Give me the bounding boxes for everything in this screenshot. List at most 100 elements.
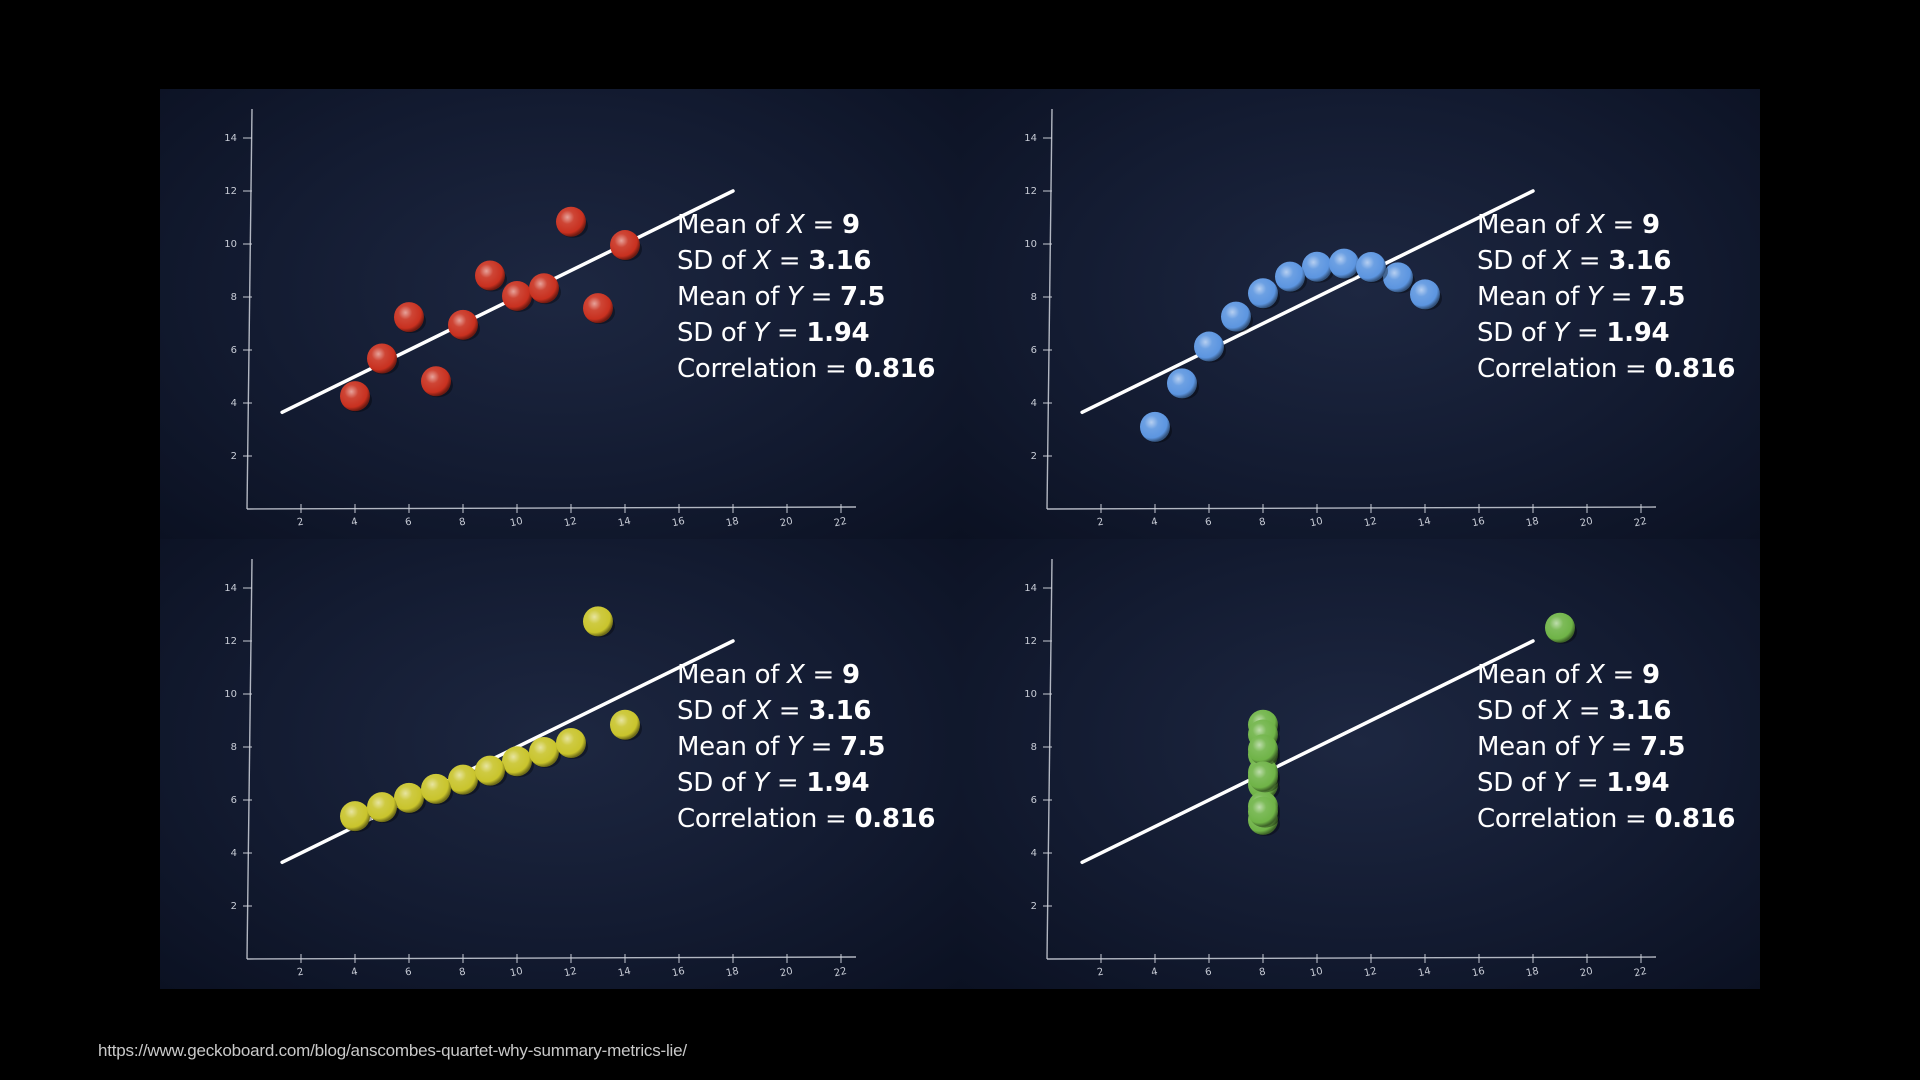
stat-value: 1.94 — [806, 318, 870, 348]
data-point — [367, 792, 397, 823]
x-tick-label: 4 — [1150, 517, 1159, 529]
data-point — [610, 709, 640, 740]
y-tick-label: 12 — [1024, 186, 1037, 197]
x-tick-label: 4 — [350, 517, 359, 529]
x-tick-label: 14 — [1417, 516, 1432, 529]
data-point — [475, 755, 505, 786]
y-axis — [1046, 108, 1053, 510]
y-tick-label: 10 — [224, 689, 237, 700]
stat-value: 9 — [841, 660, 860, 690]
stat-variable: X — [1553, 696, 1571, 726]
stat-line: Mean of Y = 7.5 — [1477, 729, 1735, 765]
data-point — [421, 773, 451, 804]
x-tick-label: 20 — [779, 516, 794, 529]
x-tick-label: 10 — [509, 966, 524, 979]
stat-variable: X — [753, 696, 771, 726]
data-point — [610, 230, 640, 261]
stat-line: SD of X = 3.16 — [677, 693, 935, 729]
y-tick-label: 14 — [1024, 133, 1037, 144]
stat-label: SD of — [677, 696, 754, 726]
data-point — [556, 206, 586, 237]
stat-line: Mean of X = 9 — [1477, 207, 1735, 243]
stat-equals: = — [770, 696, 809, 726]
stat-value: 1.94 — [1606, 768, 1670, 798]
y-axis — [246, 108, 253, 510]
stat-line: SD of Y = 1.94 — [677, 315, 935, 351]
stat-equals: = — [770, 246, 809, 276]
x-tick-label: 6 — [1204, 967, 1213, 979]
y-tick-label: 6 — [1031, 345, 1037, 356]
stat-label: Correlation = — [677, 354, 855, 384]
x-axis — [246, 506, 857, 510]
stat-equals: = — [1568, 318, 1607, 348]
x-tick-label: 16 — [1471, 966, 1486, 979]
stat-equals: = — [1568, 768, 1607, 798]
stat-value: 7.5 — [840, 732, 886, 762]
data-point — [583, 293, 613, 324]
stat-equals: = — [1604, 660, 1642, 690]
stat-line: SD of Y = 1.94 — [1477, 315, 1735, 351]
y-tick-label: 8 — [1031, 742, 1037, 753]
data-point — [1248, 796, 1278, 827]
regression-line — [1080, 189, 1535, 415]
stat-label: SD of — [677, 246, 754, 276]
stat-equals: = — [1570, 696, 1609, 726]
stat-label: Mean of — [1477, 282, 1588, 312]
stat-equals: = — [802, 732, 841, 762]
x-tick-label: 6 — [404, 517, 413, 529]
x-tick-label: 2 — [1096, 517, 1105, 529]
y-tick-label: 14 — [224, 583, 237, 594]
stat-value: 0.816 — [1654, 354, 1736, 384]
data-point — [475, 260, 505, 291]
data-point — [583, 606, 613, 637]
stat-variable: X — [787, 660, 805, 690]
stat-value: 0.816 — [1654, 804, 1736, 834]
anscombe-quartet-figure: 2 4 6 8 10 12 14 16 18 20 22 2 4 6 8 10 12 14 Mean of X =… — [160, 89, 1760, 989]
data-point — [1194, 331, 1224, 362]
y-tick-label: 6 — [231, 795, 237, 806]
stat-variable: X — [1553, 246, 1571, 276]
data-point — [1329, 248, 1359, 279]
stat-line: Mean of X = 9 — [677, 207, 935, 243]
stat-label: Mean of — [677, 660, 788, 690]
stat-line: Mean of Y = 7.5 — [677, 279, 935, 315]
x-tick-label: 2 — [296, 517, 305, 529]
x-tick-label: 20 — [1579, 516, 1594, 529]
stat-value: 7.5 — [1640, 282, 1686, 312]
stat-value: 9 — [1641, 660, 1660, 690]
stat-line: Correlation = 0.816 — [1477, 351, 1736, 387]
x-tick-label: 22 — [1633, 966, 1648, 979]
data-point — [502, 746, 532, 777]
stat-value: 3.16 — [808, 246, 872, 276]
x-tick-label: 22 — [833, 966, 848, 979]
x-tick-label: 20 — [779, 966, 794, 979]
x-tick-label: 18 — [1525, 966, 1540, 979]
stat-label: Mean of — [677, 282, 788, 312]
x-tick-label: 6 — [404, 967, 413, 979]
x-tick-label: 8 — [458, 967, 467, 979]
data-point — [529, 273, 559, 304]
stat-value: 3.16 — [808, 696, 872, 726]
data-point — [367, 343, 397, 374]
data-point — [340, 381, 370, 412]
stat-line: SD of X = 3.16 — [1477, 243, 1735, 279]
stat-equals: = — [1602, 282, 1641, 312]
data-point — [1275, 261, 1305, 292]
x-tick-label: 4 — [1150, 967, 1159, 979]
stat-label: SD of — [1477, 318, 1554, 348]
stat-value: 3.16 — [1608, 246, 1672, 276]
stat-value: 7.5 — [1640, 732, 1686, 762]
stat-equals: = — [1604, 210, 1642, 240]
source-url-link[interactable]: https://www.geckoboard.com/blog/anscombe… — [98, 1041, 687, 1060]
x-axis — [1046, 956, 1657, 960]
stat-variable: X — [753, 246, 771, 276]
stat-line: Mean of Y = 7.5 — [677, 729, 935, 765]
stat-value: 9 — [1641, 210, 1660, 240]
data-point — [1248, 278, 1278, 309]
x-tick-label: 22 — [1633, 516, 1648, 529]
x-axis — [1046, 506, 1657, 510]
summary-stats-2: Mean of X = 9 SD of X = 3.16 Mean of Y = 7… — [1477, 207, 1736, 387]
x-tick-label: 12 — [563, 966, 578, 979]
stat-label: SD of — [1477, 696, 1554, 726]
